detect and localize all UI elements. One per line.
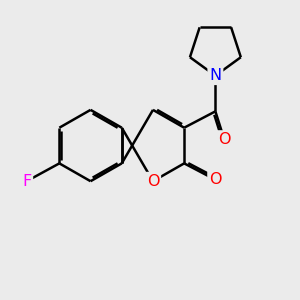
Text: N: N <box>209 68 221 83</box>
Text: O: O <box>147 174 159 189</box>
Text: O: O <box>209 172 222 187</box>
Text: O: O <box>218 132 231 147</box>
Text: F: F <box>22 174 31 189</box>
